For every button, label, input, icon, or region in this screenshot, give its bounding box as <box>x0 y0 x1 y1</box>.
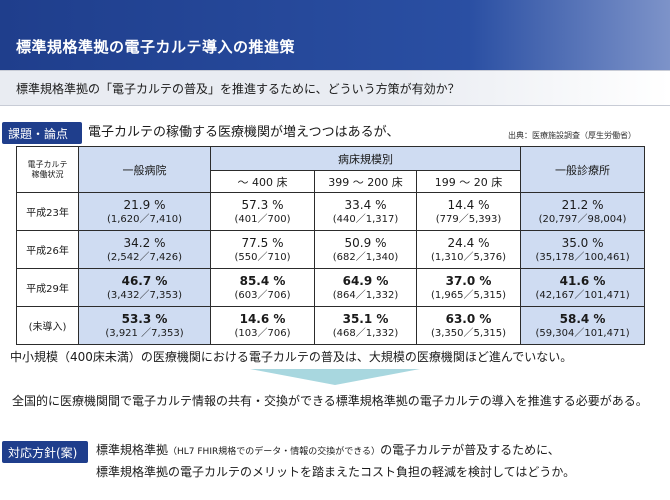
cell-frac: (603／706) <box>234 289 291 301</box>
conclusion-text: 全国的に医療機関間で電子カルテ情報の共有・交換ができる標準規格準拠の電子カルテの… <box>12 394 648 408</box>
cell-pct: 50.9 % <box>344 235 387 250</box>
summary-text: 中小規模（400床未満）の医療機関における電子カルテの普及は、大規模の医療機関ほ… <box>10 350 573 364</box>
table-cell: 77.5 % (550／710) <box>210 230 315 269</box>
table-cell: 41.6 % (42,167／101,471) <box>520 268 646 307</box>
table-cell: 53.3 % (3,921 ／7,353) <box>78 306 211 345</box>
cell-pct: 37.0 % <box>445 273 492 288</box>
cell-frac: (42,167／101,471) <box>535 289 630 301</box>
question-banner: 標準規格準拠の「電子カルテの普及」を推進するために、どういう方策が有効か？ <box>0 70 670 106</box>
cell-pct: 14.6 % <box>239 311 286 326</box>
table-cell: 63.0 % (3,350／5,315) <box>415 306 522 345</box>
cell-frac: (59,304／101,471) <box>535 327 630 339</box>
cell-frac: (682／1,340) <box>332 251 399 263</box>
issue-text: 電子カルテの稼働する医療機関が増えつつはあるが、 <box>88 125 400 140</box>
cell-frac: (20,797／98,004) <box>538 213 627 225</box>
cell-frac: (1,965／5,315) <box>430 289 507 301</box>
cell-frac: (1,620／7,410) <box>106 213 183 225</box>
issue-tag: 課題・論点 <box>2 122 82 144</box>
cell-frac: (1,310／5,376) <box>430 251 507 263</box>
bed-scale-header: 病床規模別 <box>209 146 522 171</box>
table-cell: 35.0 % (35,178／100,461) <box>520 230 646 269</box>
table-cell: 33.4 % (440／1,317) <box>314 192 417 231</box>
question-text: 標準規格準拠の「電子カルテの普及」を推進するために、どういう方策が有効か？ <box>16 82 460 96</box>
table-cell: 57.3 % (401／700) <box>210 192 315 231</box>
cell-frac: (864／1,332) <box>332 289 399 301</box>
cell-pct: 46.7 % <box>121 273 168 288</box>
cell-pct: 21.9 % <box>123 197 166 212</box>
bed-col-header: ～ 400 床 <box>210 170 315 193</box>
table-cell: 58.4 % (59,304／101,471) <box>520 306 646 345</box>
policy-line1-a: 標準規格準拠 <box>96 443 169 457</box>
cell-frac: (2,542／7,426) <box>106 251 183 263</box>
cell-pct: 53.3 % <box>121 311 168 326</box>
row-label: (未導入) <box>16 306 79 345</box>
cell-frac: (779／5,393) <box>435 213 502 225</box>
corner-header: 電子カルテ 稼働状況 <box>16 146 79 193</box>
table-cell: 46.7 % (3,432／7,353) <box>78 268 211 307</box>
cell-pct: 33.4 % <box>344 197 387 212</box>
cell-pct: 58.4 % <box>559 311 606 326</box>
cell-pct: 63.0 % <box>445 311 492 326</box>
cell-pct: 34.2 % <box>123 235 166 250</box>
corner-line1: 電子カルテ <box>27 159 68 169</box>
cell-frac: (3,350／5,315) <box>430 327 507 339</box>
cell-pct: 64.9 % <box>342 273 389 288</box>
row-label: 平成29年 <box>16 268 79 307</box>
row-label: 平成26年 <box>16 230 79 269</box>
policy-line2: 標準規格準拠の電子カルテのメリットを踏まえたコスト負担の軽減を検討してはどうか。 <box>96 465 576 479</box>
cell-pct: 21.2 % <box>561 197 604 212</box>
table-cell: 50.9 % (682／1,340) <box>314 230 417 269</box>
cell-frac: (103／706) <box>234 327 291 339</box>
cell-pct: 14.4 % <box>447 197 490 212</box>
table-row: (未導入) 53.3 % (3,921 ／7,353) 14.6 % (103／70… <box>16 306 646 345</box>
policy-tag: 対応方針(案) <box>2 441 88 463</box>
cell-frac: (468／1,332) <box>332 327 399 339</box>
cell-frac: (35,178／100,461) <box>535 251 630 263</box>
page-title: 標準規格準拠の電子カルテ導入の推進策 <box>16 38 296 56</box>
table-cell: 37.0 % (1,965／5,315) <box>415 268 522 307</box>
cell-frac: (550／710) <box>234 251 291 263</box>
cell-pct: 77.5 % <box>241 235 284 250</box>
down-arrow-icon <box>250 369 420 385</box>
bed-col-header: 399 ～ 200 床 <box>314 170 417 193</box>
cell-pct: 57.3 % <box>241 197 284 212</box>
cell-pct: 85.4 % <box>239 273 286 288</box>
table-cell: 21.9 % (1,620／7,410) <box>78 192 211 231</box>
ehr-adoption-table: 電子カルテ 稼働状況 一般病院 病床規模別 一般診療所 ～ 400 床 399 … <box>16 146 646 345</box>
table-cell: 21.2 % (20,797／98,004) <box>520 192 646 231</box>
table-row: 平成23年 21.9 % (1,620／7,410) 57.3 % (401／700… <box>16 192 646 231</box>
cell-pct: 24.4 % <box>447 235 490 250</box>
clinic-header: 一般診療所 <box>520 146 646 193</box>
policy-line1: 標準規格準拠（HL7 FHIR規格でのデータ・情報の交換ができる）の電子カルテが… <box>96 440 666 462</box>
bed-col-header: 199 ～ 20 床 <box>415 170 522 193</box>
table-cell: 14.4 % (779／5,393) <box>415 192 522 231</box>
table-cell: 85.4 % (603／706) <box>210 268 315 307</box>
policy-line1-b: の電子カルテが普及するために、 <box>380 443 560 457</box>
cell-frac: (3,921 ／7,353) <box>105 327 184 339</box>
source-note: 出典：医療施設調査（厚生労働省） <box>508 131 636 140</box>
general-hospital-header: 一般病院 <box>78 146 211 193</box>
table-cell: 64.9 % (864／1,332) <box>314 268 417 307</box>
table-cell: 24.4 % (1,310／5,376) <box>415 230 522 269</box>
row-label: 平成23年 <box>16 192 79 231</box>
table-cell: 35.1 % (468／1,332) <box>314 306 417 345</box>
cell-frac: (3,432／7,353) <box>106 289 183 301</box>
title-bar: 標準規格準拠の電子カルテ導入の推進策 <box>0 0 670 70</box>
table-row: 平成29年 46.7 % (3,432／7,353) 85.4 % (603／706… <box>16 268 646 307</box>
table-row: 平成26年 34.2 % (2,542／7,426) 77.5 % (550／710… <box>16 230 646 269</box>
cell-pct: 35.1 % <box>342 311 389 326</box>
table-cell: 34.2 % (2,542／7,426) <box>78 230 211 269</box>
table-cell: 14.6 % (103／706) <box>210 306 315 345</box>
cell-pct: 35.0 % <box>561 235 604 250</box>
policy-line1-note: （HL7 FHIR規格でのデータ・情報の交換ができる） <box>168 447 381 457</box>
cell-frac: (401／700) <box>234 213 291 225</box>
cell-frac: (440／1,317) <box>332 213 399 225</box>
corner-line2: 稼働状況 <box>31 169 64 179</box>
policy-text: 標準規格準拠（HL7 FHIR規格でのデータ・情報の交換ができる）の電子カルテが… <box>96 440 666 482</box>
cell-pct: 41.6 % <box>559 273 606 288</box>
